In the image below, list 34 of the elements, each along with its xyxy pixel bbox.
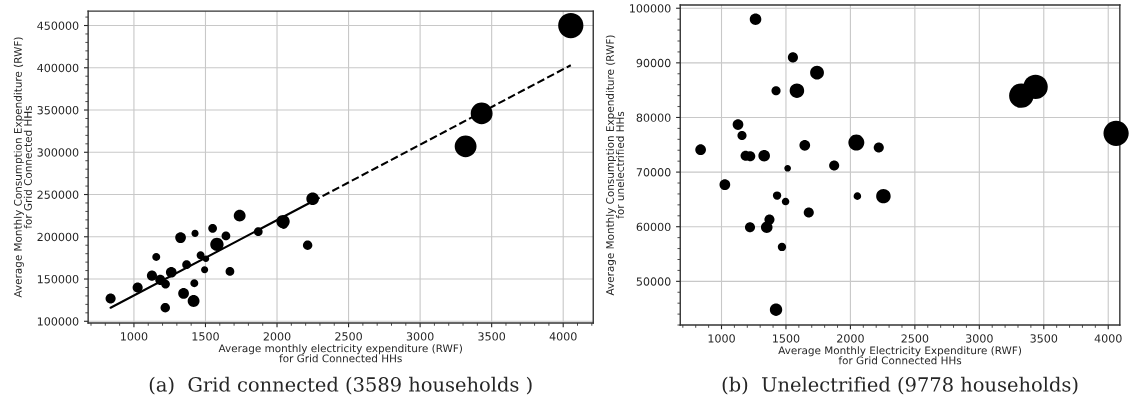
x-axis-title: Average monthly electricity expenditure (RWF) for Grid Connected HHs (218, 344, 462, 363)
text: (a) Grid connected (3589 households ) (149, 376, 532, 395)
x-tick-label: 1000 (121, 332, 148, 341)
y-tick-label: 300000 (37, 148, 79, 157)
y-tick-label: 50000 (636, 277, 671, 286)
y-tick-label: 70000 (636, 168, 671, 177)
x-tick-label: 2000 (837, 334, 864, 343)
x-tick-label: 1500 (192, 332, 219, 341)
x-tick-label: 1000 (708, 334, 735, 343)
y-axis-title: Average Monthly Consumption Expenditure (RWF) for unelectrified HHs (605, 35, 625, 296)
y-tick-label: 100000 (630, 4, 671, 13)
y-tick-label: 80000 (636, 113, 671, 122)
y-tick-label: 100000 (37, 317, 79, 326)
y-tick-label: 60000 (636, 222, 671, 232)
y-tick-label: 450000 (37, 21, 79, 30)
x-tick-label: 2000 (263, 332, 291, 341)
x-tick-label: 2500 (335, 332, 362, 341)
y-tick-label: 150000 (37, 275, 79, 284)
y-tick-label: 350000 (37, 105, 79, 115)
y-tick-label: 90000 (636, 58, 671, 68)
x-tick-label: 4000 (1094, 334, 1122, 343)
y-tick-label: 200000 (37, 232, 79, 242)
x-axis-title: Average Monthly Electricity Expenditure (RWF) for Grid Connected HHs (778, 346, 1022, 365)
x-tick-label: 1500 (773, 334, 800, 343)
x-tick-label: 3500 (1030, 334, 1058, 343)
y-tick-label: 250000 (37, 190, 79, 199)
x-tick-label: 3500 (478, 332, 506, 341)
x-tick-label: 3000 (406, 332, 434, 341)
y-axis-title: Average Monthly Consumption Expenditure (RWF) for Grid Connected HHs (13, 37, 32, 298)
x-tick-label: 3000 (966, 334, 993, 343)
x-tick-label: 2500 (901, 334, 929, 343)
y-tick-label: 400000 (37, 63, 79, 73)
x-tick-label: 4000 (549, 332, 577, 341)
text: (b) Unelectrified (9778 households) (722, 376, 1078, 395)
